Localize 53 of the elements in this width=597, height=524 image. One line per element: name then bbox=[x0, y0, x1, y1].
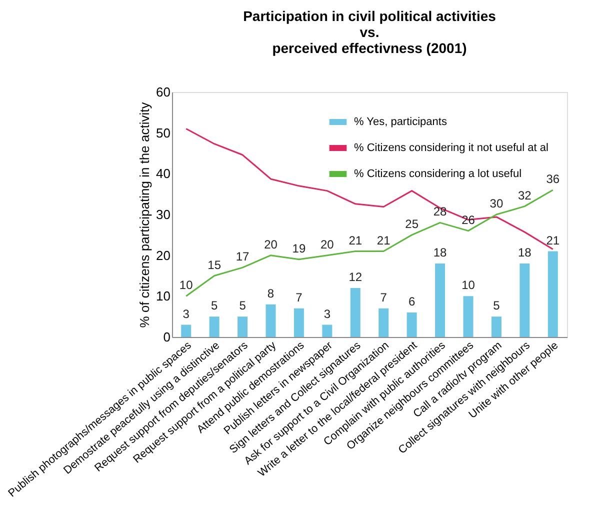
bar bbox=[378, 308, 389, 337]
data-label: 12 bbox=[348, 270, 362, 284]
data-label: 17 bbox=[236, 250, 250, 264]
y-tick-label: 0 bbox=[163, 330, 170, 344]
data-label: 21 bbox=[348, 233, 362, 248]
data-label: 7 bbox=[380, 290, 388, 304]
data-label: 10 bbox=[179, 278, 194, 292]
bar bbox=[520, 264, 530, 337]
bar bbox=[266, 304, 276, 337]
data-label: 15 bbox=[208, 258, 222, 272]
data-label: 32 bbox=[518, 188, 532, 202]
data-label: 28 bbox=[433, 204, 448, 219]
bar bbox=[435, 264, 446, 337]
data-label: 21 bbox=[376, 233, 391, 248]
data-label: 5 bbox=[493, 298, 500, 313]
data-label: 3 bbox=[182, 306, 190, 321]
data-label: 5 bbox=[239, 298, 246, 313]
y-tick-label: 60 bbox=[156, 84, 170, 100]
legend-label: % Citizens considering it not useful at al bbox=[354, 142, 548, 154]
bar bbox=[238, 316, 248, 337]
bar bbox=[209, 316, 220, 337]
y-tick-label: 30 bbox=[156, 207, 170, 222]
bar bbox=[322, 324, 332, 337]
data-label: 30 bbox=[490, 196, 504, 210]
bar bbox=[406, 312, 417, 337]
data-label: 6 bbox=[408, 294, 416, 308]
data-label: 10 bbox=[462, 278, 476, 292]
data-label: 19 bbox=[292, 241, 306, 256]
y-axis-title: % of citizens participating in the activity bbox=[137, 102, 152, 328]
data-label: 5 bbox=[210, 298, 218, 313]
data-label: 36 bbox=[546, 172, 560, 186]
data-label: 18 bbox=[518, 246, 532, 260]
bar bbox=[294, 308, 304, 337]
bar bbox=[491, 316, 502, 337]
legend-label: % Citizens considering a lot useful bbox=[354, 168, 522, 180]
data-label: 7 bbox=[296, 290, 303, 304]
y-tick-label: 40 bbox=[156, 166, 170, 182]
bar bbox=[181, 324, 192, 337]
bar bbox=[548, 251, 558, 337]
data-label: 20 bbox=[264, 237, 278, 252]
data-label: 21 bbox=[546, 233, 560, 248]
data-label: 25 bbox=[405, 216, 419, 231]
data-label: 3 bbox=[324, 306, 331, 321]
y-tick-label: 20 bbox=[156, 248, 170, 263]
chart-title: Participation in civil political activities vs. perceived effectivness (2001) bbox=[243, 8, 496, 56]
bar bbox=[350, 288, 360, 337]
data-label: 8 bbox=[267, 286, 274, 300]
y-tick-label: 10 bbox=[156, 288, 170, 304]
bar bbox=[463, 296, 474, 337]
y-tick-label: 50 bbox=[156, 125, 170, 140]
data-label: 18 bbox=[433, 246, 448, 260]
legend-label: % Yes, participants bbox=[354, 116, 448, 128]
data-label: 20 bbox=[320, 237, 334, 252]
